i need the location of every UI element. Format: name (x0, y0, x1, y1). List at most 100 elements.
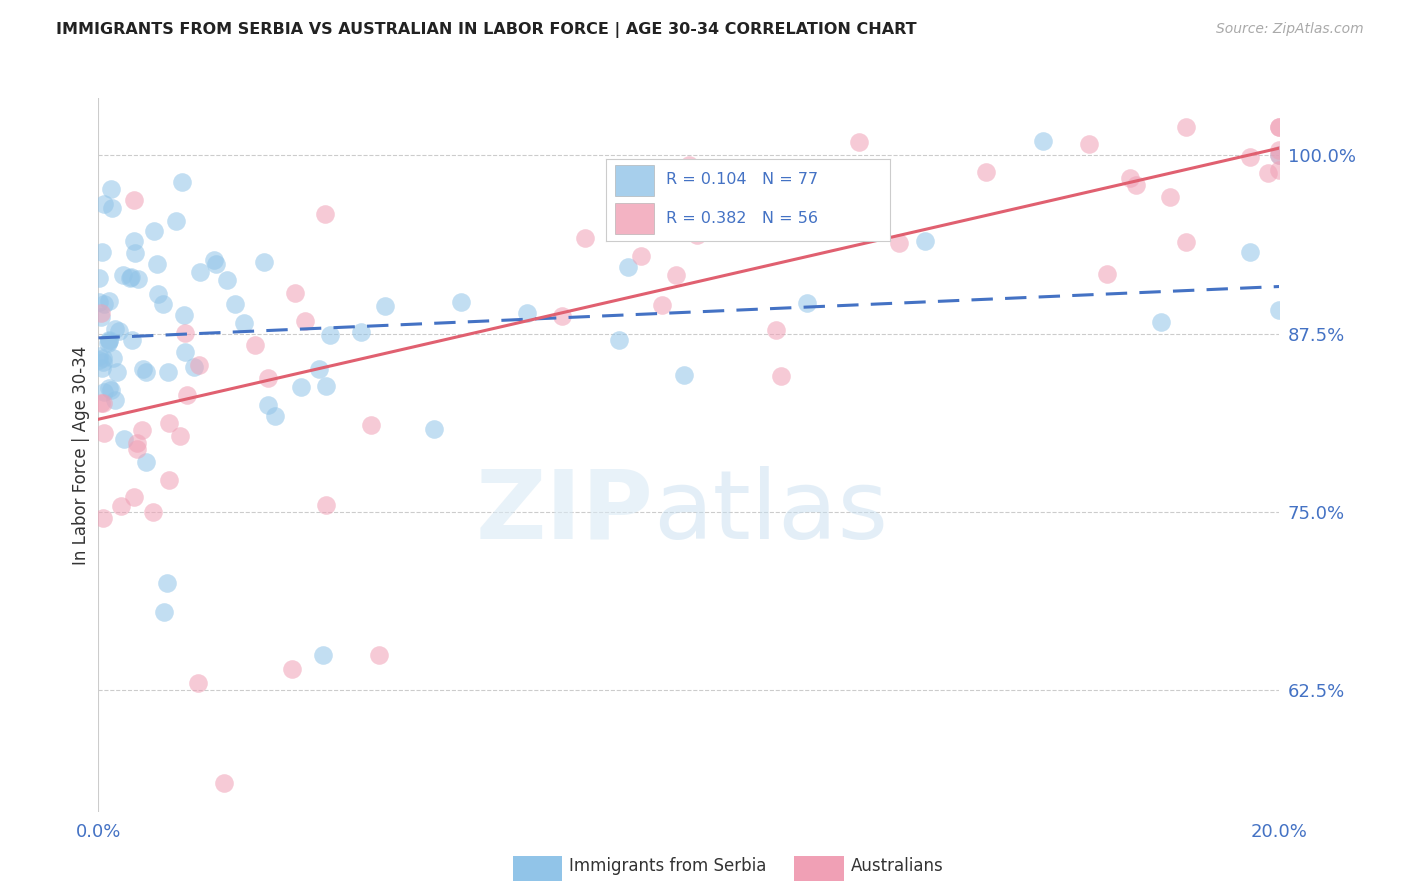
Point (87, 294, 110, 309)
Point (173, 309, 195, 323)
Point (157, 416, 180, 430)
Point (124, 490, 146, 504)
Point (617, 260, 640, 274)
Text: atlas: atlas (654, 466, 889, 558)
Point (112, 432, 135, 446)
Point (665, 268, 688, 282)
Point (256, 371, 278, 385)
Point (148, 286, 170, 301)
Point (253, 255, 276, 269)
Point (550, 309, 572, 323)
Point (174, 326, 197, 340)
Point (1268, 120, 1291, 134)
Point (91, 351, 114, 365)
Point (98, 333, 121, 347)
Point (312, 648, 335, 662)
Text: Source: ZipAtlas.com: Source: ZipAtlas.com (1216, 22, 1364, 37)
Point (121, 333, 143, 347)
Point (93, 384, 115, 399)
Point (157, 365, 180, 379)
Point (243, 338, 266, 352)
Point (1268, 148, 1291, 162)
Point (350, 325, 373, 339)
Point (91, 245, 114, 260)
Point (1032, 134, 1054, 148)
Point (607, 334, 630, 348)
Point (152, 296, 174, 310)
Point (91, 354, 114, 368)
Point (1150, 315, 1173, 329)
Point (127, 272, 149, 286)
Point (183, 359, 205, 374)
Point (89, 271, 111, 285)
Point (146, 257, 169, 271)
Text: IMMIGRANTS FROM SERBIA VS AUSTRALIAN IN LABOR FORCE | AGE 30-34 CORRELATION CHAR: IMMIGRANTS FROM SERBIA VS AUSTRALIAN IN … (56, 22, 917, 38)
Point (176, 387, 198, 401)
Point (188, 264, 211, 278)
Text: R = 0.104   N = 77: R = 0.104 N = 77 (666, 172, 818, 187)
Point (105, 365, 128, 379)
Point (678, 158, 700, 172)
Point (1268, 148, 1291, 162)
Point (87, 349, 110, 363)
Point (1268, 163, 1291, 178)
Point (90, 310, 112, 324)
Point (233, 316, 256, 330)
Point (516, 306, 538, 320)
Point (765, 323, 787, 337)
Point (131, 423, 153, 437)
Point (574, 231, 596, 245)
Point (103, 392, 125, 407)
Point (450, 294, 472, 309)
Point (98, 381, 121, 395)
Text: Immigrants from Serbia: Immigrants from Serbia (569, 857, 766, 875)
Point (215, 273, 238, 287)
Point (315, 379, 337, 393)
Point (97, 294, 120, 309)
Point (264, 409, 287, 424)
Point (135, 455, 157, 469)
Y-axis label: In Labor Force | Age 30-34: In Labor Force | Age 30-34 (72, 345, 90, 565)
Point (124, 245, 146, 260)
Point (360, 418, 382, 433)
Point (768, 162, 790, 177)
Point (914, 234, 936, 248)
Point (169, 429, 191, 443)
Point (91, 510, 114, 524)
Point (153, 605, 176, 619)
Point (685, 227, 707, 242)
Point (159, 474, 181, 488)
Point (1174, 235, 1197, 249)
Point (93, 297, 115, 311)
Point (314, 207, 336, 221)
Point (120, 270, 142, 285)
Point (651, 298, 673, 312)
Point (1175, 120, 1198, 134)
Point (165, 214, 187, 228)
Point (97, 336, 120, 351)
Point (111, 268, 134, 282)
Point (205, 256, 228, 270)
Text: Australians: Australians (851, 857, 943, 875)
Point (93, 426, 115, 441)
Point (107, 324, 129, 338)
Point (1239, 150, 1261, 164)
Point (367, 648, 389, 662)
Point (290, 380, 312, 394)
Point (93, 197, 115, 211)
Point (319, 328, 342, 343)
Point (132, 361, 155, 376)
Point (110, 500, 132, 514)
Point (97, 334, 120, 348)
Point (101, 351, 124, 366)
Point (122, 234, 145, 248)
Point (1268, 120, 1291, 134)
Point (91, 360, 114, 375)
Point (156, 576, 179, 591)
Point (974, 165, 997, 179)
Point (142, 505, 165, 519)
Point (770, 368, 793, 383)
Point (90, 306, 112, 320)
Point (1239, 244, 1261, 259)
Point (142, 224, 165, 238)
